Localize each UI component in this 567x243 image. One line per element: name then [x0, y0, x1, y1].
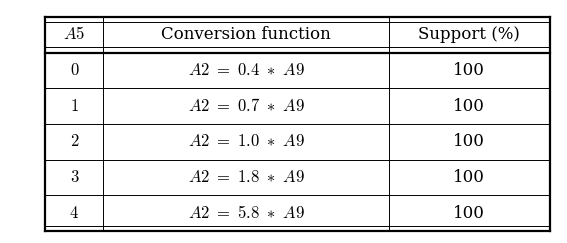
Text: $A2\ =\ 0.4\ *\ A9$: $A2\ =\ 0.4\ *\ A9$	[188, 62, 304, 79]
Text: 100: 100	[453, 205, 485, 222]
Text: $A5$: $A5$	[64, 26, 86, 43]
Text: 100: 100	[453, 133, 485, 150]
Text: $A2\ =\ 1.0\ *\ A9$: $A2\ =\ 1.0\ *\ A9$	[188, 133, 304, 150]
Text: $A2\ =\ 1.8\ *\ A9$: $A2\ =\ 1.8\ *\ A9$	[188, 169, 304, 186]
Text: 100: 100	[453, 98, 485, 115]
Text: $A2\ =\ 5.8\ *\ A9$: $A2\ =\ 5.8\ *\ A9$	[188, 205, 304, 222]
Text: Support (%): Support (%)	[418, 26, 520, 43]
Text: $A2\ =\ 0.7\ *\ A9$: $A2\ =\ 0.7\ *\ A9$	[188, 98, 304, 115]
Text: $2$: $2$	[70, 133, 79, 150]
Text: $4$: $4$	[69, 205, 79, 222]
Text: $0$: $0$	[70, 62, 79, 79]
Text: $3$: $3$	[70, 169, 79, 186]
Text: 100: 100	[453, 169, 485, 186]
Text: Conversion function: Conversion function	[161, 26, 331, 43]
Text: 100: 100	[453, 62, 485, 79]
Text: $1$: $1$	[70, 98, 79, 115]
